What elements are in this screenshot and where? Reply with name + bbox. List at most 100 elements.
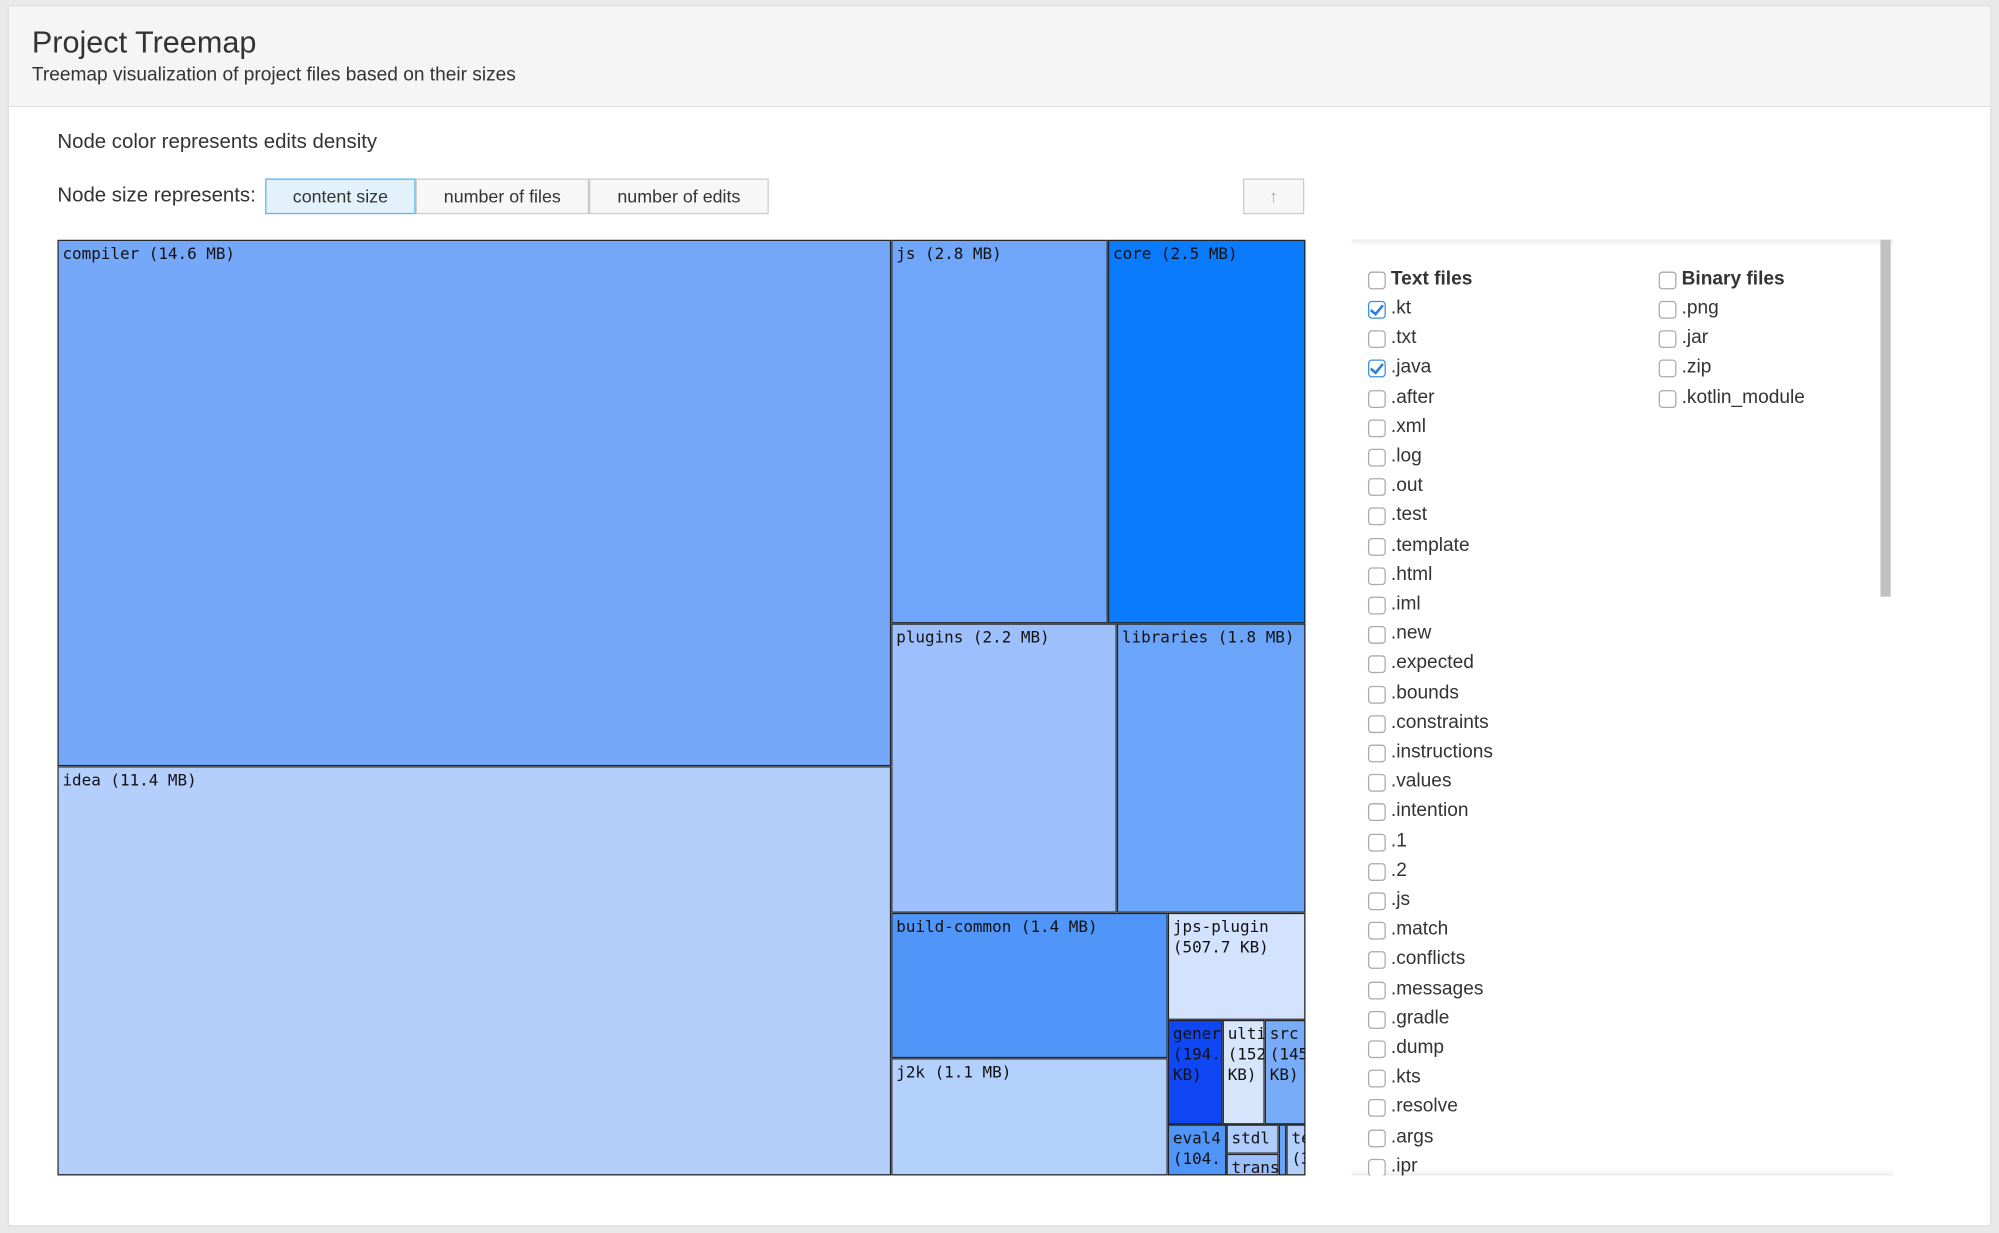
checkbox[interactable] — [1367, 478, 1386, 497]
treemap-node[interactable]: ulti(152 KB) — [1222, 1019, 1266, 1125]
size-option[interactable]: content size — [265, 178, 416, 215]
node-label: libraries (1.8 MB) — [1122, 628, 1295, 647]
filter-label: .1 — [1390, 829, 1407, 852]
node-label: (145 — [1270, 1044, 1308, 1063]
node-label: ulti — [1228, 1024, 1266, 1043]
checkbox[interactable] — [1367, 300, 1386, 319]
node-label: compiler (14.6 MB) — [62, 244, 235, 263]
node-label: plugins (2.2 MB) — [896, 628, 1049, 647]
checkbox[interactable] — [1658, 330, 1677, 349]
filter-label: .match — [1390, 918, 1449, 940]
group-title: Text files — [1390, 267, 1473, 290]
treemap-node[interactable]: build-common (1.4 MB) — [891, 912, 1168, 1059]
checkbox[interactable] — [1367, 389, 1386, 408]
treemap-node[interactable]: eval4(104. — [1167, 1124, 1227, 1176]
filter-label: .kotlin_module — [1681, 385, 1805, 408]
checkbox[interactable] — [1367, 537, 1386, 556]
scrollbar — [1880, 239, 1891, 597]
node-label: (194. — [1173, 1044, 1221, 1063]
node-rect — [1107, 239, 1306, 624]
checkbox[interactable] — [1367, 596, 1386, 615]
size-option[interactable]: number of edits — [589, 178, 769, 215]
checkbox[interactable] — [1367, 1040, 1386, 1059]
treemap-node[interactable]: compiler (14.6 MB) — [57, 239, 892, 767]
checkbox[interactable] — [1367, 1099, 1386, 1118]
checkbox[interactable] — [1367, 626, 1386, 645]
filter-label: .zip — [1681, 356, 1712, 378]
treemap-node[interactable]: js (2.8 MB) — [891, 239, 1108, 624]
size-label: Node size represents: — [57, 184, 256, 207]
checkbox[interactable] — [1367, 744, 1386, 763]
node-label: (152 — [1228, 1044, 1266, 1063]
color-note: Node color represents edits density — [57, 131, 378, 153]
node-rect — [1167, 1124, 1227, 1176]
node-label: te — [1291, 1129, 1310, 1148]
node-rect — [1226, 1153, 1279, 1176]
checkbox[interactable] — [1658, 389, 1677, 408]
filter-label: .kts — [1390, 1066, 1421, 1088]
checkbox[interactable] — [1367, 271, 1386, 290]
checkbox[interactable] — [1367, 1129, 1386, 1147]
checkbox[interactable] — [1367, 655, 1386, 674]
checkbox[interactable] — [1367, 981, 1386, 1000]
filter-label: .constraints — [1390, 711, 1489, 733]
node-label: src — [1270, 1024, 1299, 1043]
filter-label: .gradle — [1390, 1006, 1450, 1029]
checkbox[interactable] — [1658, 360, 1677, 378]
checkbox[interactable] — [1367, 448, 1386, 467]
checkbox[interactable] — [1367, 330, 1386, 349]
node-rect — [1222, 1019, 1265, 1125]
treemap-node[interactable]: core (2.5 MB) — [1107, 239, 1306, 624]
filter-label: .bounds — [1390, 681, 1459, 704]
checkbox[interactable] — [1367, 803, 1386, 822]
checkbox[interactable] — [1658, 271, 1677, 290]
filter-label: .new — [1390, 622, 1432, 645]
node-rect — [891, 1058, 1168, 1176]
node-label: trans — [1232, 1158, 1280, 1177]
filter-label: .jar — [1681, 326, 1709, 349]
checkbox[interactable] — [1367, 892, 1386, 911]
checkbox[interactable] — [1367, 419, 1386, 438]
treemap-node[interactable]: j2k (1.1 MB) — [891, 1058, 1168, 1176]
treemap-node[interactable]: jps-plugin(507.7 KB) — [1167, 912, 1306, 1020]
checkbox[interactable] — [1367, 921, 1386, 940]
treemap-node[interactable]: trans — [1226, 1153, 1280, 1177]
node-rect — [1278, 1124, 1287, 1176]
treemap-node[interactable]: libraries (1.8 MB) — [1116, 623, 1306, 913]
checkbox[interactable] — [1367, 507, 1386, 526]
filter-label: .ipr — [1390, 1154, 1418, 1176]
treemap-node[interactable]: plugins (2.2 MB) — [891, 623, 1117, 913]
checkbox[interactable] — [1367, 567, 1386, 585]
treemap-node[interactable]: te(3 — [1286, 1124, 1311, 1176]
checkbox[interactable] — [1367, 1010, 1386, 1029]
treemap-node[interactable]: src(145 KB) — [1264, 1019, 1308, 1125]
checkbox[interactable] — [1367, 951, 1386, 970]
filter-label: .xml — [1390, 415, 1426, 438]
treemap-node[interactable]: idea (11.4 MB) — [57, 766, 892, 1176]
title: Project Treemap — [31, 25, 257, 60]
checkbox[interactable] — [1367, 774, 1386, 792]
node-label: jps-plugin — [1173, 917, 1269, 936]
filter-label: .after — [1390, 385, 1435, 408]
size-option[interactable]: number of files — [415, 178, 590, 215]
checkbox[interactable] — [1367, 360, 1386, 378]
filter-label: .expected — [1390, 651, 1474, 674]
treemap-node[interactable]: stdl — [1226, 1124, 1279, 1154]
checkbox[interactable] — [1367, 714, 1386, 733]
checkbox[interactable] — [1658, 300, 1677, 319]
checkbox[interactable] — [1367, 1069, 1386, 1088]
treemap-node[interactable] — [1278, 1124, 1287, 1176]
treemap-node[interactable]: gener(194. KB) — [1167, 1019, 1223, 1125]
checkbox[interactable] — [1367, 862, 1386, 881]
filter-label: .test — [1390, 504, 1428, 526]
filter-label: .log — [1390, 444, 1422, 467]
checkbox[interactable] — [1367, 1158, 1386, 1176]
checkbox[interactable] — [1367, 685, 1386, 704]
checkbox[interactable] — [1367, 833, 1386, 852]
filter-label: .iml — [1390, 592, 1421, 615]
filter-label: .template — [1390, 533, 1470, 556]
up-button[interactable]: ↑ — [1243, 178, 1305, 215]
group-title: Binary files — [1681, 267, 1785, 290]
